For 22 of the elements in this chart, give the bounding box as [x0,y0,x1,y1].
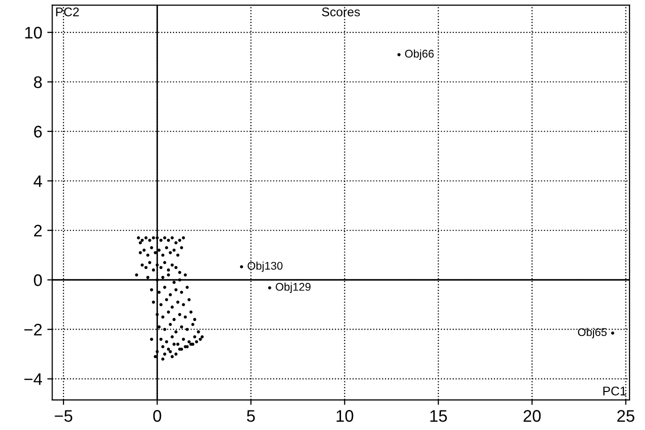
y-tick-label: 0 [34,274,42,286]
y-tick-label: 8 [34,76,42,88]
x-tick-label: 10 [336,410,354,422]
y-tick-label: 4 [34,175,42,187]
x-tick-label: −5 [54,410,72,422]
x-tick-label: 5 [246,410,255,422]
chart-title: Scores [322,7,360,16]
y-tick-label: −2 [24,324,42,336]
annotation: Obj65 [578,328,607,338]
x-tick-label: 20 [524,410,541,422]
x-tick-label: 25 [617,410,634,422]
y-tick-label: 6 [34,126,42,138]
y-tick-label: 2 [34,224,42,236]
x-tick-label: 0 [153,410,162,422]
x-tick-label: 15 [430,410,447,422]
annotation: Obj66 [405,49,434,60]
y-axis-title: PC2 [56,7,79,16]
annotation: Obj129 [276,282,311,293]
x-axis-title: PC1 [603,386,626,396]
annotation: Obj130 [248,262,282,272]
y-tick-label: −4 [24,373,42,385]
y-tick-label: 10 [25,26,42,39]
